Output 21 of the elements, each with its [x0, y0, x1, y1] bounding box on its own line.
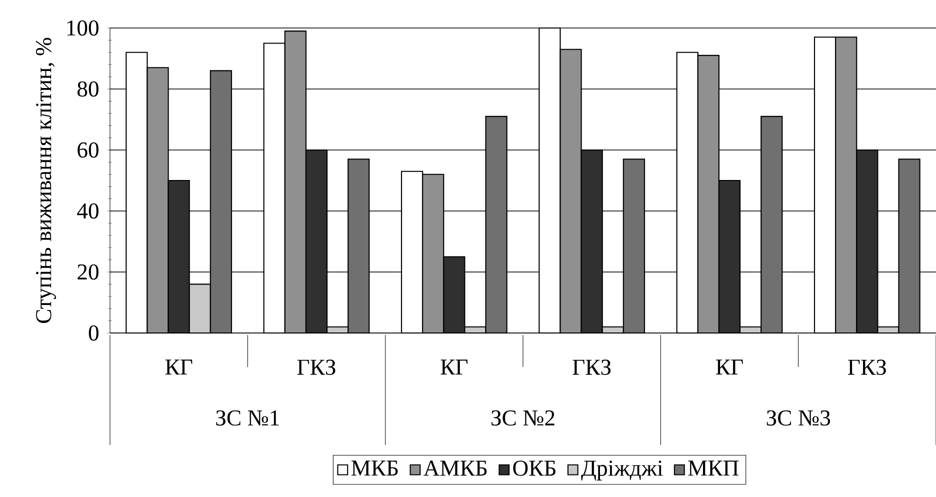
x-tick-label: ГКЗ	[297, 360, 336, 375]
legend-label: Дріжджі	[581, 460, 663, 480]
y-tick-label: 60	[78, 142, 98, 158]
x-tick-label: КГ	[165, 360, 192, 375]
x-tick-label: ГКЗ	[572, 360, 611, 375]
legend-label: МКБ	[351, 460, 398, 476]
x-tick-label: КГ	[440, 360, 468, 375]
legend-label: МКП	[688, 460, 739, 476]
y-tick-label: 100	[67, 20, 98, 36]
y-tick-label: 40	[77, 203, 98, 219]
legend-label: ОКБ	[513, 460, 556, 476]
y-tick-label: 20	[78, 264, 98, 280]
text: ЗС №3	[766, 410, 830, 426]
y-axis-title: Ступінь виживання клітин, %	[36, 38, 56, 323]
y-tick-label: 0	[88, 325, 98, 341]
y-tick-label: 80	[78, 81, 98, 97]
x-tick-label: ГКЗ	[848, 360, 886, 375]
x-tick-label: КГ	[716, 360, 743, 375]
text: ЗС №2	[492, 410, 554, 426]
legend-label: АМКБ	[424, 460, 487, 476]
text: ЗС №1	[216, 410, 279, 426]
